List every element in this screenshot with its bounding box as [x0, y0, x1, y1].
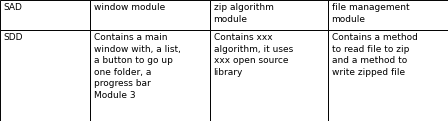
Text: SDD: SDD [4, 34, 23, 42]
Bar [328, 30, 448, 121]
Text: file management
module: file management module [332, 4, 409, 24]
Text: Contains a main
window with, a list,
a button to go up
one folder, a
progress ba: Contains a main window with, a list, a b… [94, 34, 181, 100]
Text: window module: window module [94, 4, 165, 12]
Text: SAD: SAD [4, 4, 22, 12]
Text: Contains xxx
algorithm, it uses
xxx open source
library: Contains xxx algorithm, it uses xxx open… [214, 34, 293, 77]
Bar [0, 0, 90, 30]
Bar [328, 0, 448, 30]
Bar [0, 30, 90, 121]
Bar [90, 30, 210, 121]
Text: zip algorithm
module: zip algorithm module [214, 4, 273, 24]
Bar [90, 0, 210, 30]
Bar [210, 0, 328, 30]
Text: Contains a method
to read file to zip
and a method to
write zipped file: Contains a method to read file to zip an… [332, 34, 418, 77]
Bar [210, 30, 328, 121]
